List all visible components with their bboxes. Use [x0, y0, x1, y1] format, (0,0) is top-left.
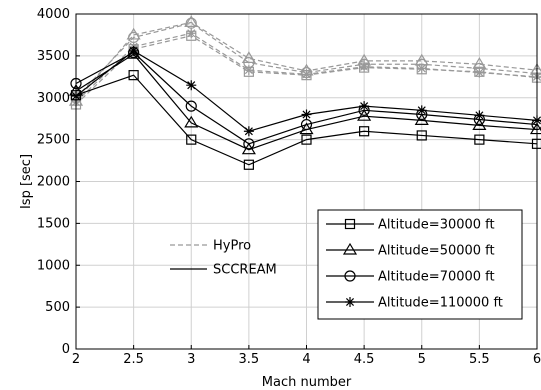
- y-tick-label: 2500: [37, 133, 70, 148]
- circle-marker: [185, 100, 197, 112]
- circle-marker: [243, 138, 255, 150]
- triangle-marker: [472, 118, 487, 130]
- circle-marker: [344, 270, 356, 282]
- triangle-marker: [184, 15, 199, 27]
- square-marker: [128, 70, 139, 81]
- y-tick-label: 4000: [37, 7, 70, 22]
- x-tick-label: 4: [302, 352, 310, 367]
- square-marker: [359, 126, 370, 137]
- star-marker: [359, 101, 370, 112]
- square-marker: [186, 134, 197, 145]
- model-legend-label: HyPro: [213, 239, 251, 254]
- y-tick-label: 3000: [37, 91, 70, 106]
- y-tick-label: 1500: [37, 216, 70, 231]
- series-line: [75, 74, 538, 166]
- triangle-marker: [414, 113, 429, 125]
- series-line: [75, 22, 538, 99]
- star-marker: [243, 126, 254, 137]
- x-tick-label: 3: [187, 352, 195, 367]
- x-tick-label: 2: [72, 352, 80, 367]
- x-tick-label: 3.5: [239, 352, 260, 367]
- star-marker: [186, 80, 197, 91]
- star-marker: [416, 105, 427, 116]
- altitude-legend: Altitude=30000 ft Altitude=50000 ft Altitu…: [317, 209, 523, 320]
- triangle-marker: [342, 242, 358, 255]
- square-marker: [344, 218, 356, 230]
- circle-marker: [185, 17, 197, 29]
- x-axis-title: Mach number: [262, 375, 352, 390]
- y-tick-label: 1000: [37, 258, 70, 273]
- square-marker: [474, 134, 485, 145]
- x-tick-label: 4.5: [354, 352, 375, 367]
- circle-marker: [300, 118, 313, 131]
- x-tick-label: 6: [533, 352, 541, 367]
- y-tick-label: 500: [45, 300, 70, 315]
- star-marker: [359, 61, 370, 72]
- star-marker: [301, 109, 312, 120]
- series-layer: [68, 15, 541, 170]
- model-legend: HyPro SCCREAM: [170, 239, 277, 278]
- x-tick-label: 2.5: [123, 352, 144, 367]
- star-marker: [474, 110, 485, 121]
- altitude-legend-label: Altitude=30000 ft: [378, 218, 495, 233]
- square-marker: [243, 159, 254, 170]
- square-marker: [301, 134, 312, 145]
- ticks: 2 2.5 3 3.5 4 4.5 5 5.5 6 0 500 1000 1500 2000 2500 300…: [37, 7, 541, 367]
- triangle-marker: [184, 115, 199, 128]
- y-tick-label: 2000: [37, 175, 70, 190]
- x-tick-label: 5: [418, 352, 426, 367]
- series-line: [75, 51, 538, 145]
- y-tick-label: 0: [62, 342, 70, 357]
- star-marker: [301, 69, 312, 80]
- altitude-legend-label: Altitude=50000 ft: [378, 244, 495, 259]
- square-marker: [416, 130, 427, 141]
- y-tick-label: 3500: [37, 49, 70, 64]
- star-marker: [186, 28, 197, 39]
- star-marker: [416, 63, 427, 74]
- sccream-series: [68, 47, 541, 155]
- star-marker: [128, 45, 139, 56]
- star-marker: [243, 65, 254, 76]
- star-marker: [345, 297, 355, 307]
- star-marker: [474, 67, 485, 78]
- altitude-legend-label: Altitude=70000 ft: [378, 270, 495, 285]
- hypro-series: [68, 15, 541, 106]
- triangle-marker: [357, 109, 372, 121]
- model-legend-label: SCCREAM: [213, 263, 277, 278]
- triangle-marker: [241, 142, 256, 155]
- x-tick-label: 5.5: [469, 352, 490, 367]
- altitude-legend-label: Altitude=110000 ft: [378, 296, 503, 311]
- y-axis-title: Isp [sec]: [19, 154, 34, 209]
